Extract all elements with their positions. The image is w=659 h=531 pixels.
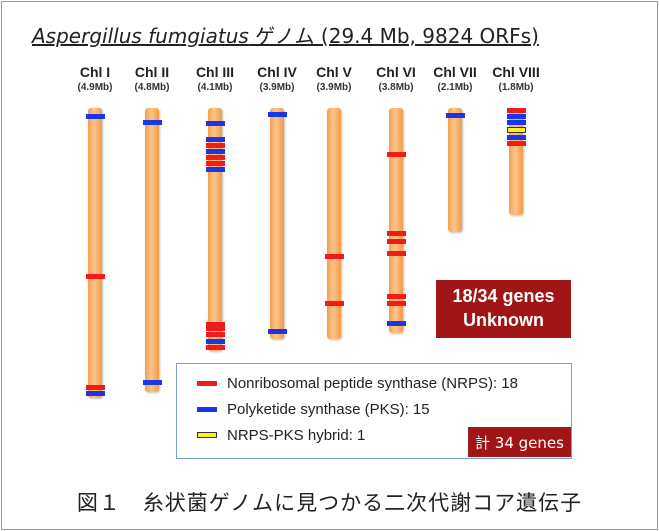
legend-pks-label: Polyketide synthase (PKS): 15 <box>227 400 430 418</box>
nrps-marker <box>324 300 344 306</box>
unknown-count: 18/34 genes <box>452 286 555 306</box>
chromosome-size: (3.9Mb) <box>259 82 295 93</box>
hybrid-marker <box>506 126 526 133</box>
chromosome-header: Chl VI (3.8Mb) <box>361 64 431 94</box>
chromosome-size: (3.8Mb) <box>378 82 414 93</box>
nrps-marker <box>205 321 225 327</box>
chromosome-name: Chl VI <box>376 64 416 80</box>
chromosome-header: Chl VIII (1.8Mb) <box>481 64 551 94</box>
chromosome-name: Chl IV <box>257 64 297 80</box>
pks-swatch <box>197 406 217 412</box>
chromosome-bar <box>270 108 284 339</box>
chromosome-bar <box>389 108 403 333</box>
nrps-marker <box>85 273 105 279</box>
pks-marker <box>142 379 162 385</box>
figure-caption: 図１ 糸状菌ゲノムに見つかる二次代謝コア遺伝子 <box>76 491 583 515</box>
chromosome-name: Chl VII <box>433 64 477 80</box>
unknown-label: Unknown <box>463 310 544 330</box>
chromosome-name: Chl II <box>134 64 170 80</box>
figure-title: Aspergillus fumgiatus ゲノム (29.4 Mb, 9824… <box>32 20 539 49</box>
legend-item-hybrid: NRPS-PKS hybrid: 1 <box>197 425 365 445</box>
chromosome-name: Chl VIII <box>492 64 540 80</box>
pks-marker <box>85 114 105 120</box>
total-genes-badge: 計 34 genes <box>468 427 571 457</box>
legend-item-pks: Polyketide synthase (PKS): 15 <box>197 399 430 419</box>
chromosome-size: (1.8Mb) <box>498 82 534 93</box>
nrps-marker <box>85 385 105 391</box>
chromosome-bar <box>88 108 102 399</box>
pks-marker <box>142 119 162 125</box>
nrps-marker <box>386 231 406 237</box>
genome-summary: ゲノム (29.4 Mb, 9824 ORFs) <box>248 24 539 48</box>
pks-marker <box>205 137 225 143</box>
pks-marker <box>205 149 225 155</box>
nrps-marker <box>205 326 225 332</box>
unknown-genes-box: 18/34 genes Unknown <box>436 280 571 338</box>
chromosome-name: Chl V <box>316 64 352 80</box>
chromosome-bar <box>145 108 159 393</box>
species-name: Aspergillus fumgiatus <box>32 24 249 48</box>
chromosome-size: (2.1Mb) <box>437 82 473 93</box>
chromosome-name: Chl I <box>79 64 111 80</box>
pks-marker <box>267 329 287 335</box>
chromosome-bar <box>448 108 462 233</box>
pks-marker <box>506 135 526 141</box>
pks-marker <box>267 112 287 118</box>
chromosome-size: (4.1Mb) <box>197 82 233 93</box>
nrps-marker <box>205 143 225 149</box>
chromosome-header: Chl IV (3.9Mb) <box>242 64 312 94</box>
chromosome-header: Chl III (4.1Mb) <box>180 64 250 94</box>
legend-nrps-label: Nonribosomal peptide synthase (NRPS): 18 <box>227 374 518 392</box>
hybrid-swatch <box>197 432 217 438</box>
nrps-marker <box>386 250 406 256</box>
pks-marker <box>205 338 225 344</box>
chromosome-bar <box>509 108 523 215</box>
nrps-swatch <box>197 380 217 386</box>
legend: Nonribosomal peptide synthase (NRPS): 18… <box>176 363 572 459</box>
chromosome-size: (4.8Mb) <box>134 82 170 93</box>
nrps-marker <box>205 344 225 350</box>
nrps-marker <box>205 161 225 167</box>
chromosome-header: Chl II (4.8Mb) <box>117 64 187 94</box>
nrps-marker <box>205 332 225 338</box>
pks-marker <box>205 167 225 173</box>
nrps-marker <box>386 301 406 307</box>
chromosome-name: Chl III <box>195 64 235 80</box>
chromosome-size: (4.9Mb) <box>77 82 113 93</box>
pks-marker <box>506 120 526 126</box>
legend-hybrid-label: NRPS-PKS hybrid: 1 <box>227 426 366 444</box>
nrps-marker <box>506 140 526 146</box>
nrps-marker <box>386 239 406 245</box>
pks-marker <box>506 114 526 120</box>
chromosome-header: Chl I (4.9Mb) <box>60 64 130 94</box>
pks-marker <box>445 112 465 118</box>
pks-marker <box>85 391 105 397</box>
pks-marker <box>205 121 225 127</box>
nrps-marker <box>386 151 406 157</box>
legend-item-nrps: Nonribosomal peptide synthase (NRPS): 18 <box>197 373 518 393</box>
chromosome-header: Chl VII (2.1Mb) <box>420 64 490 94</box>
nrps-marker <box>506 107 526 113</box>
chromosome-bar <box>327 108 341 339</box>
chromosome-size: (3.9Mb) <box>316 82 352 93</box>
nrps-marker <box>324 254 344 260</box>
pks-marker <box>386 321 406 327</box>
nrps-marker <box>386 294 406 300</box>
chromosome-header: Chl V (3.9Mb) <box>299 64 369 94</box>
nrps-marker <box>205 155 225 161</box>
